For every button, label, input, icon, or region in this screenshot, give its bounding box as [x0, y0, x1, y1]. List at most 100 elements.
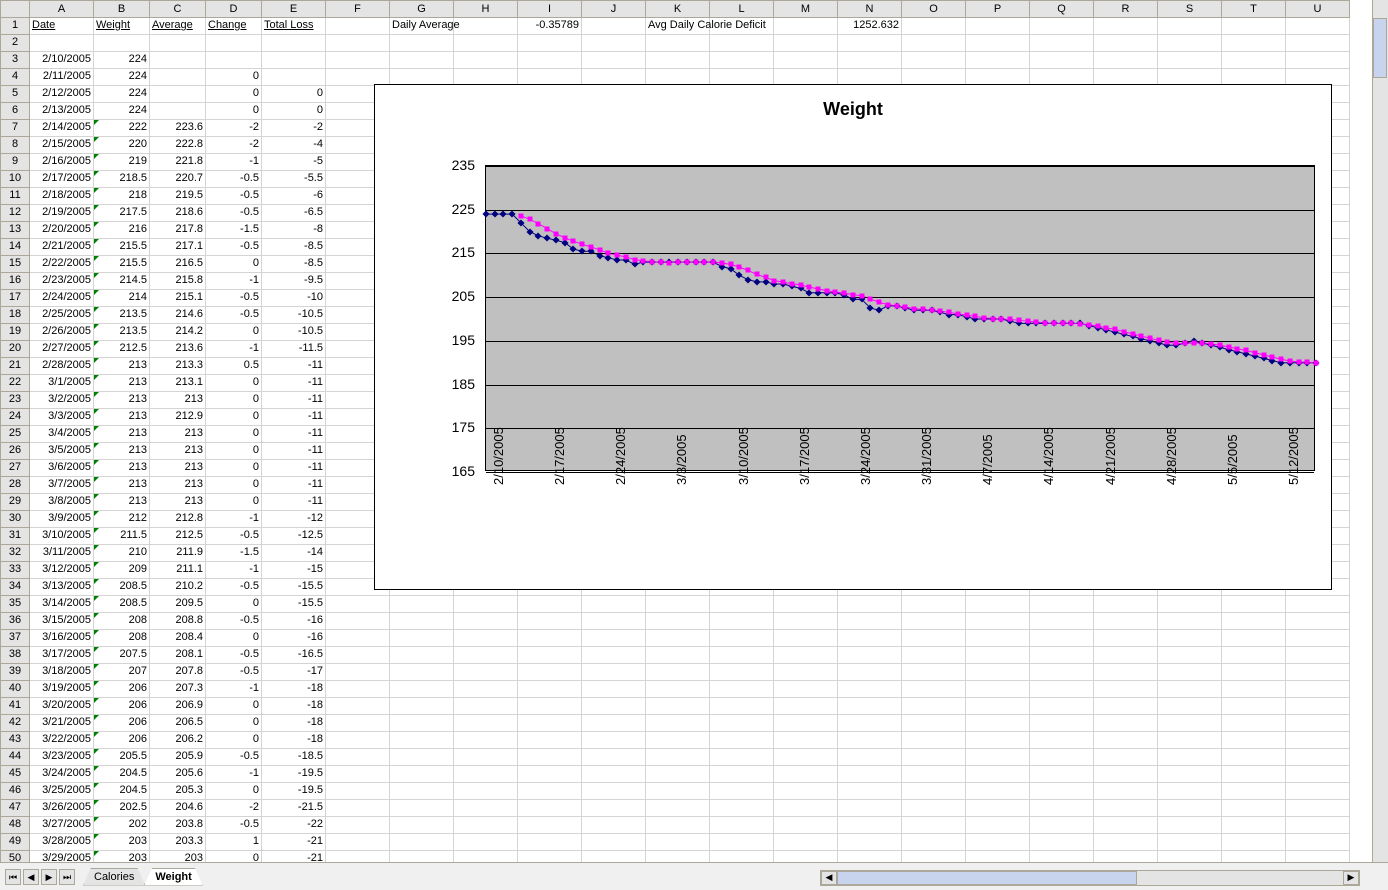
cell-E19[interactable]: -10.5 — [262, 324, 326, 341]
cell-R1[interactable] — [1094, 18, 1158, 35]
cell-D38[interactable]: -0.5 — [206, 647, 262, 664]
cell-F2[interactable] — [326, 35, 390, 52]
cell-B9[interactable]: 219 — [94, 154, 150, 171]
cell-N39[interactable] — [838, 664, 902, 681]
cell-U37[interactable] — [1286, 630, 1350, 647]
cell-E3[interactable] — [262, 52, 326, 69]
cell-R2[interactable] — [1094, 35, 1158, 52]
cell-H39[interactable] — [454, 664, 518, 681]
row-header-39[interactable]: 39 — [0, 664, 30, 681]
cell-I42[interactable] — [518, 715, 582, 732]
cell-D17[interactable]: -0.5 — [206, 290, 262, 307]
cell-E47[interactable]: -21.5 — [262, 800, 326, 817]
cell-D11[interactable]: -0.5 — [206, 188, 262, 205]
cell-R38[interactable] — [1094, 647, 1158, 664]
cell-C33[interactable]: 211.1 — [150, 562, 206, 579]
cell-C23[interactable]: 213 — [150, 392, 206, 409]
cell-L2[interactable] — [710, 35, 774, 52]
cell-K44[interactable] — [646, 749, 710, 766]
cell-D4[interactable]: 0 — [206, 69, 262, 86]
cell-J38[interactable] — [582, 647, 646, 664]
cell-E37[interactable]: -16 — [262, 630, 326, 647]
cell-J44[interactable] — [582, 749, 646, 766]
col-header-A[interactable]: A — [30, 0, 94, 18]
cell-P1[interactable] — [966, 18, 1030, 35]
cell-D23[interactable]: 0 — [206, 392, 262, 409]
cell-B34[interactable]: 208.5 — [94, 579, 150, 596]
cell-D20[interactable]: -1 — [206, 341, 262, 358]
cell-B4[interactable]: 224 — [94, 69, 150, 86]
row-header-20[interactable]: 20 — [0, 341, 30, 358]
cell-H46[interactable] — [454, 783, 518, 800]
cell-U35[interactable] — [1286, 596, 1350, 613]
row-header-22[interactable]: 22 — [0, 375, 30, 392]
row-header-15[interactable]: 15 — [0, 256, 30, 273]
cell-G3[interactable] — [390, 52, 454, 69]
cell-C20[interactable]: 213.6 — [150, 341, 206, 358]
cell-B29[interactable]: 213 — [94, 494, 150, 511]
cell-P35[interactable] — [966, 596, 1030, 613]
cell-R45[interactable] — [1094, 766, 1158, 783]
cell-U47[interactable] — [1286, 800, 1350, 817]
cell-U1[interactable] — [1286, 18, 1350, 35]
cell-R50[interactable] — [1094, 851, 1158, 862]
cell-I39[interactable] — [518, 664, 582, 681]
tab-prev-icon[interactable]: ◀ — [23, 869, 39, 885]
cell-M40[interactable] — [774, 681, 838, 698]
cell-N37[interactable] — [838, 630, 902, 647]
cell-F3[interactable] — [326, 52, 390, 69]
cell-P38[interactable] — [966, 647, 1030, 664]
row-header-16[interactable]: 16 — [0, 273, 30, 290]
col-header-K[interactable]: K — [646, 0, 710, 18]
cell-A25[interactable]: 3/4/2005 — [30, 426, 94, 443]
cell-P48[interactable] — [966, 817, 1030, 834]
cell-C34[interactable]: 210.2 — [150, 579, 206, 596]
cell-H38[interactable] — [454, 647, 518, 664]
cell-A27[interactable]: 3/6/2005 — [30, 460, 94, 477]
cell-B30[interactable]: 212 — [94, 511, 150, 528]
cell-E32[interactable]: -14 — [262, 545, 326, 562]
cell-E21[interactable]: -11 — [262, 358, 326, 375]
cell-P45[interactable] — [966, 766, 1030, 783]
cell-B22[interactable]: 213 — [94, 375, 150, 392]
cell-T47[interactable] — [1222, 800, 1286, 817]
cell-A9[interactable]: 2/16/2005 — [30, 154, 94, 171]
cell-L48[interactable] — [710, 817, 774, 834]
cell-K2[interactable] — [646, 35, 710, 52]
cell-Q42[interactable] — [1030, 715, 1094, 732]
cell-C38[interactable]: 208.1 — [150, 647, 206, 664]
cell-J36[interactable] — [582, 613, 646, 630]
cell-A13[interactable]: 2/20/2005 — [30, 222, 94, 239]
cell-H43[interactable] — [454, 732, 518, 749]
cell-A38[interactable]: 3/17/2005 — [30, 647, 94, 664]
cell-K48[interactable] — [646, 817, 710, 834]
cell-B48[interactable]: 202 — [94, 817, 150, 834]
cell-H48[interactable] — [454, 817, 518, 834]
cell-A44[interactable]: 3/23/2005 — [30, 749, 94, 766]
cell-P49[interactable] — [966, 834, 1030, 851]
cell-G39[interactable] — [390, 664, 454, 681]
cell-T50[interactable] — [1222, 851, 1286, 862]
cell-D43[interactable]: 0 — [206, 732, 262, 749]
cell-L41[interactable] — [710, 698, 774, 715]
cell-F45[interactable] — [326, 766, 390, 783]
cell-E36[interactable]: -16 — [262, 613, 326, 630]
cell-G37[interactable] — [390, 630, 454, 647]
cell-Q3[interactable] — [1030, 52, 1094, 69]
cell-A33[interactable]: 3/12/2005 — [30, 562, 94, 579]
cell-T39[interactable] — [1222, 664, 1286, 681]
row-header-45[interactable]: 45 — [0, 766, 30, 783]
tab-next-icon[interactable]: ▶ — [41, 869, 57, 885]
cell-O3[interactable] — [902, 52, 966, 69]
cell-D21[interactable]: 0.5 — [206, 358, 262, 375]
cell-E49[interactable]: -21 — [262, 834, 326, 851]
cell-Q40[interactable] — [1030, 681, 1094, 698]
cell-E35[interactable]: -15.5 — [262, 596, 326, 613]
cell-N42[interactable] — [838, 715, 902, 732]
cell-G47[interactable] — [390, 800, 454, 817]
cell-M44[interactable] — [774, 749, 838, 766]
cell-A46[interactable]: 3/25/2005 — [30, 783, 94, 800]
cell-H36[interactable] — [454, 613, 518, 630]
cell-H35[interactable] — [454, 596, 518, 613]
cell-C3[interactable] — [150, 52, 206, 69]
